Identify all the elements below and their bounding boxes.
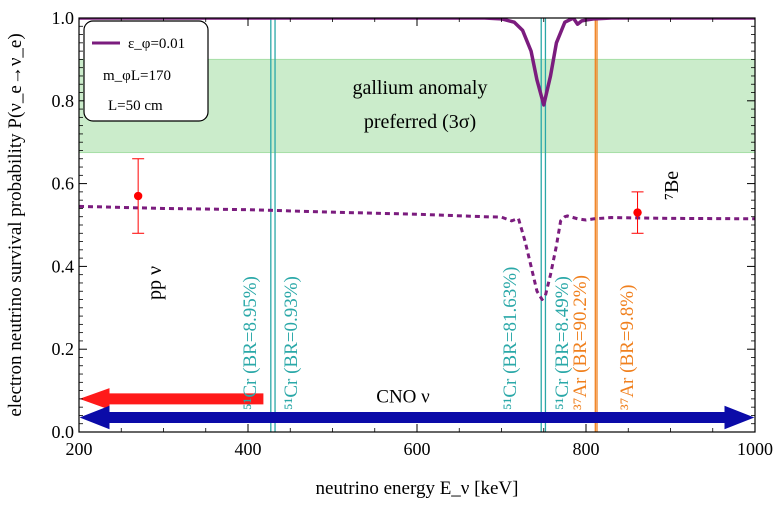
y-tick-label-2: 0.4: [52, 256, 75, 276]
band-label-line2: preferred (3σ): [364, 111, 476, 133]
y-tick-label-4: 0.8: [52, 91, 75, 111]
y-tick-label-3: 0.6: [52, 174, 75, 194]
arrow-label-1: CNO ν: [376, 387, 430, 408]
data-point-0: [133, 191, 143, 201]
legend-parameter-1: L=50 cm: [108, 98, 163, 114]
x-tick-label-0: 200: [66, 439, 93, 459]
y-tick-label-5: 1.0: [52, 8, 75, 28]
data-point-label-1: ⁷Be: [661, 171, 683, 200]
source-line-label-2: ⁵¹Cr (BR=81.63%): [500, 267, 521, 410]
band-label-line1: gallium anomaly: [353, 77, 488, 99]
source-line-label-4: ³⁷Ar (BR=90.2%): [570, 275, 591, 410]
source-line-label-5: ³⁷Ar (BR=9.8%): [617, 285, 638, 410]
source-line-label-1: ⁵¹Cr (BR=0.93%): [281, 276, 302, 410]
y-tick-label-1: 0.2: [52, 339, 75, 359]
legend-parameter-0: m_φL=170: [103, 68, 171, 84]
x-tick-label-4: 1000: [737, 439, 773, 459]
legend-box: [83, 20, 209, 122]
arrow-0: [79, 388, 264, 410]
source-line-label-3: ⁵¹Cr (BR=8.49%): [552, 276, 573, 410]
series-line-1: [79, 204, 755, 302]
y-tick-label-0: 0.0: [52, 422, 75, 442]
x-tick-label-1: 400: [235, 439, 262, 459]
x-tick-label-3: 800: [573, 439, 600, 459]
x-axis-title: neutrino energy E_ν [keV]: [316, 478, 519, 499]
annotations: gallium anomaly preferred (3σ) CNO ν ⁵¹Cr (…: [83, 20, 683, 410]
x-tick-label-2: 600: [404, 439, 431, 459]
y-axis-title: electron neutrino survival probability P…: [5, 33, 26, 416]
legend-entry-label: ε_φ=0.01: [128, 36, 185, 52]
data-point-label-0: pp ν: [144, 266, 166, 300]
arrow-1: [79, 405, 755, 430]
data-point-1: [633, 208, 642, 217]
legend: ε_φ=0.01 m_φL=170 L=50 cm: [83, 20, 209, 122]
source-line-label-0: ⁵¹Cr (BR=8.95%): [240, 276, 261, 410]
axes: 200 400 600 800 1000 0.0 0.2 0.4 0.6 0.8 1.0 neutri…: [5, 8, 773, 499]
